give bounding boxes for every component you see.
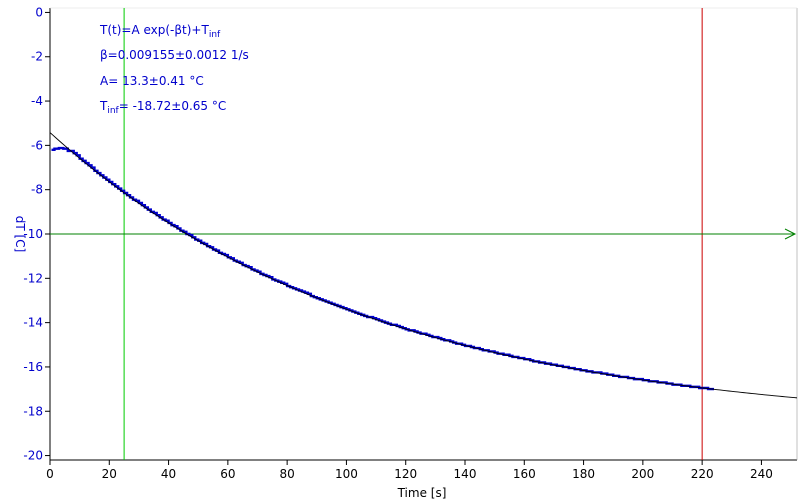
y-tick-label: -4 bbox=[31, 94, 43, 108]
x-tick-label: 240 bbox=[750, 467, 773, 481]
x-tick-label: 140 bbox=[454, 467, 477, 481]
y-tick-label: -2 bbox=[31, 50, 43, 64]
x-tick-label: 40 bbox=[161, 467, 176, 481]
y-axis-label: dT [C] bbox=[13, 216, 27, 253]
annotation-formula: T(t)=A exp(-βt)+Tinf bbox=[99, 23, 221, 40]
x-tick-label: 180 bbox=[572, 467, 595, 481]
y-tick-label: -20 bbox=[23, 449, 43, 463]
fit-curve bbox=[49, 132, 798, 399]
x-tick-label: 0 bbox=[46, 467, 54, 481]
y-tick-label: -16 bbox=[23, 360, 43, 374]
y-tick-label: -14 bbox=[23, 316, 43, 330]
annotation-amplitude: A= 13.3±0.41 °C bbox=[100, 74, 204, 88]
x-tick-label: 120 bbox=[394, 467, 417, 481]
threshold-arrow-icon bbox=[784, 228, 797, 240]
y-tick-label: -18 bbox=[23, 404, 43, 418]
y-tick-label: -10 bbox=[23, 227, 43, 241]
x-tick-label: 100 bbox=[335, 467, 358, 481]
x-axis-label: Time [s] bbox=[397, 486, 447, 500]
x-tick-label: 200 bbox=[631, 467, 654, 481]
annotation-beta: β=0.009155±0.0012 1/s bbox=[100, 48, 249, 62]
annotation-tinf: Tinf= -18.72±0.65 °C bbox=[99, 99, 226, 116]
measured-data-series bbox=[51, 146, 714, 391]
y-tick-label: 0 bbox=[35, 5, 43, 19]
x-tick-label: 80 bbox=[280, 467, 295, 481]
y-tick-label: -12 bbox=[23, 271, 43, 285]
plot-area: 0-2-4-6-8-10-12-14-16-18-200 20 40 60 80 100 1… bbox=[23, 5, 798, 481]
y-tick-label: -8 bbox=[31, 183, 43, 197]
fit-annotation: T(t)=A exp(-βt)+Tinf β=0.009155±0.0012 1… bbox=[99, 23, 249, 116]
x-tick-label: 220 bbox=[691, 467, 714, 481]
y-tick-label: -6 bbox=[31, 138, 43, 152]
x-tick-label: 20 bbox=[102, 467, 117, 481]
x-tick-label: 60 bbox=[220, 467, 235, 481]
x-tick-label: 160 bbox=[513, 467, 536, 481]
